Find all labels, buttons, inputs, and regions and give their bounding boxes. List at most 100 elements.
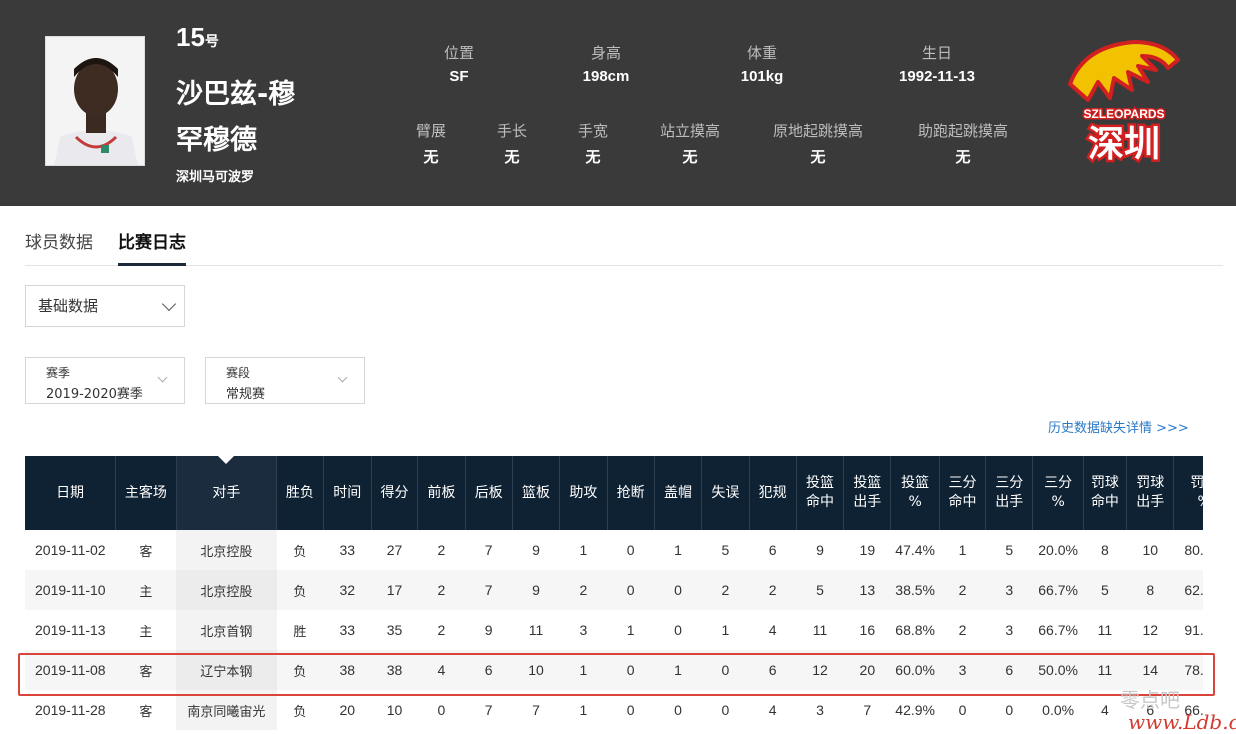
tab-game-log[interactable]: 比赛日志 [118, 228, 186, 266]
table-cell: 2 [559, 570, 608, 610]
table-cell: 12 [796, 650, 844, 690]
opponent-cell[interactable]: 辽宁本钢 [176, 650, 277, 690]
column-header[interactable]: 主客场 [115, 456, 177, 530]
table-cell: 47.4% [895, 542, 935, 558]
table-cell: 2 [437, 622, 446, 638]
column-header[interactable]: 时间 [323, 456, 372, 530]
svg-text:深圳: 深圳 [1088, 124, 1160, 165]
table-cell: 0 [607, 570, 655, 610]
table-cell: 0 [626, 542, 635, 558]
column-header[interactable]: 投篮 出手 [843, 456, 892, 530]
table-row: 2019-11-13 主 北京首钢胜 33 35 2 9 11 3 1 0 1 4 11 16 68.8% 2 3… [25, 610, 1203, 650]
table-cell: 62.5% [1173, 570, 1203, 610]
table-cell: 1 [654, 650, 702, 690]
column-header[interactable]: 后板 [465, 456, 513, 530]
table-cell: 6 [1146, 702, 1155, 718]
table-cell: 0 [1005, 702, 1014, 718]
column-header[interactable]: 失误 [701, 456, 750, 530]
column-header[interactable]: 日期 [25, 456, 117, 530]
table-header-row: 日期 主客场 对手 胜负 时间 得分 前板 后板 篮板 助攻 抢断 盖帽 失误 犯规 投篮 命中 投篮 出手 投篮%… [25, 456, 1203, 530]
column-header[interactable]: 胜负 [276, 456, 324, 530]
stat-wingspan: 臂展无 [415, 122, 447, 166]
opponent-cell[interactable]: 北京控股 [176, 570, 277, 610]
table-cell: 33 [339, 542, 356, 558]
table-row: 2019-11-02 客北京控股负 33 27 2 7 9 1 0 1 5 6 9 19 47.4% 1 5 20… [25, 530, 1203, 570]
stat-standing-reach: 站立摸高无 [659, 122, 721, 166]
table-cell: 0 [674, 702, 682, 718]
table-cell: 16 [859, 622, 876, 638]
stat-hand-length: 手长无 [496, 122, 528, 166]
history-data-link[interactable]: 历史数据缺失详情 >>> [1048, 421, 1189, 436]
table-cell: 2019-11-13 [35, 622, 106, 638]
table-cell: 1 [579, 542, 588, 558]
table-cell: 66.7% [1032, 570, 1084, 610]
player-portrait-icon [46, 37, 144, 165]
table-cell: 33 [339, 622, 356, 638]
table-cell: 1 [958, 542, 967, 558]
opponent-cell[interactable]: 北京控股 [176, 530, 277, 570]
column-header[interactable]: 罚球% [1173, 456, 1203, 530]
table-cell: 0 [674, 622, 682, 638]
table-cell: 5 [721, 542, 730, 558]
table-cell: 3 [939, 650, 986, 690]
column-header[interactable]: 盖帽 [654, 456, 703, 530]
column-header[interactable]: 罚球 命中 [1083, 456, 1128, 530]
stat-type-select[interactable]: 基础数据 [25, 285, 185, 327]
season-filter[interactable]: 赛季 2019-2020赛季 [25, 357, 185, 404]
table-cell: 0 [654, 570, 702, 610]
opponent-cell[interactable]: 北京首钢 [176, 610, 277, 650]
table-cell: 80.0% [1184, 542, 1203, 558]
column-header[interactable]: 得分 [371, 456, 419, 530]
table-cell: 11 [1083, 650, 1127, 690]
player-header: 15号 沙巴兹-穆 罕穆德 深圳马可波罗 位置 SF 身高 198cm 体重 101k… [0, 0, 1236, 206]
table-cell: 2 [701, 570, 749, 610]
table-cell: 11 [1097, 622, 1113, 638]
table-cell: 负 [293, 544, 307, 560]
watermark-url: www.Ldb.cc [1128, 710, 1236, 734]
column-header[interactable]: 三分% [1032, 456, 1084, 530]
table-cell: 50.0% [1032, 650, 1084, 690]
column-header[interactable]: 助攻 [559, 456, 608, 530]
table-cell: 1 [674, 542, 682, 558]
stat-standing-vertical: 原地起跳摸高无 [772, 122, 864, 166]
column-header[interactable]: 前板 [417, 456, 466, 530]
column-header[interactable]: 犯规 [749, 456, 797, 530]
column-header[interactable]: 三分 出手 [985, 456, 1034, 530]
column-header[interactable]: 抢断 [607, 456, 655, 530]
page-tabs: 球员数据 比赛日志 [25, 228, 1223, 266]
table-cell: 负 [293, 704, 307, 720]
table-cell: 0 [701, 650, 749, 690]
column-header[interactable]: 三分 命中 [939, 456, 987, 530]
column-header[interactable]: 投篮% [890, 456, 940, 530]
jersey-number: 15号 [176, 22, 219, 52]
stat-running-vertical: 助跑起跳摸高无 [917, 122, 1009, 166]
table-cell: 9 [484, 622, 493, 638]
column-header[interactable]: 投篮 命中 [796, 456, 845, 530]
table-cell: 7 [484, 542, 493, 558]
table-cell: 66.7% [1038, 622, 1078, 638]
svg-text:SZLEOPARDS: SZLEOPARDS [1083, 107, 1164, 121]
table-cell: 3 [985, 570, 1033, 610]
leopard-logo-icon: SZLEOPARDS 深圳 [1068, 40, 1180, 168]
opponent-cell[interactable]: 南京同曦宙光 [176, 690, 277, 730]
table-cell: 10 [1142, 542, 1159, 558]
table-cell: 0 [437, 702, 446, 718]
table-cell: 5 [796, 570, 844, 610]
table-cell: 13 [843, 570, 891, 610]
table-cell: 2019-11-08 [25, 650, 116, 690]
table-cell: 3 [816, 702, 824, 718]
stage-filter[interactable]: 赛段 常规赛 [205, 357, 365, 404]
table-cell: 19 [859, 542, 876, 558]
table-cell: 2 [417, 570, 466, 610]
game-log-table-wrap[interactable]: 日期 主客场 对手 胜负 时间 得分 前板 后板 篮板 助攻 抢断 盖帽 失误 犯规 投篮 命中 投篮 出手 投篮%… [25, 456, 1203, 734]
table-cell: 7 [532, 702, 540, 718]
table-cell: 27 [386, 542, 403, 558]
column-header[interactable]: 篮板 [512, 456, 561, 530]
column-header[interactable]: 对手 [176, 456, 278, 530]
tab-player-stats[interactable]: 球员数据 [25, 233, 93, 253]
table-cell: 主 [115, 570, 177, 610]
table-cell: 0 [721, 702, 730, 718]
column-header[interactable]: 罚球 出手 [1126, 456, 1175, 530]
table-cell: 6 [749, 650, 797, 690]
table-cell: 6 [465, 650, 513, 690]
